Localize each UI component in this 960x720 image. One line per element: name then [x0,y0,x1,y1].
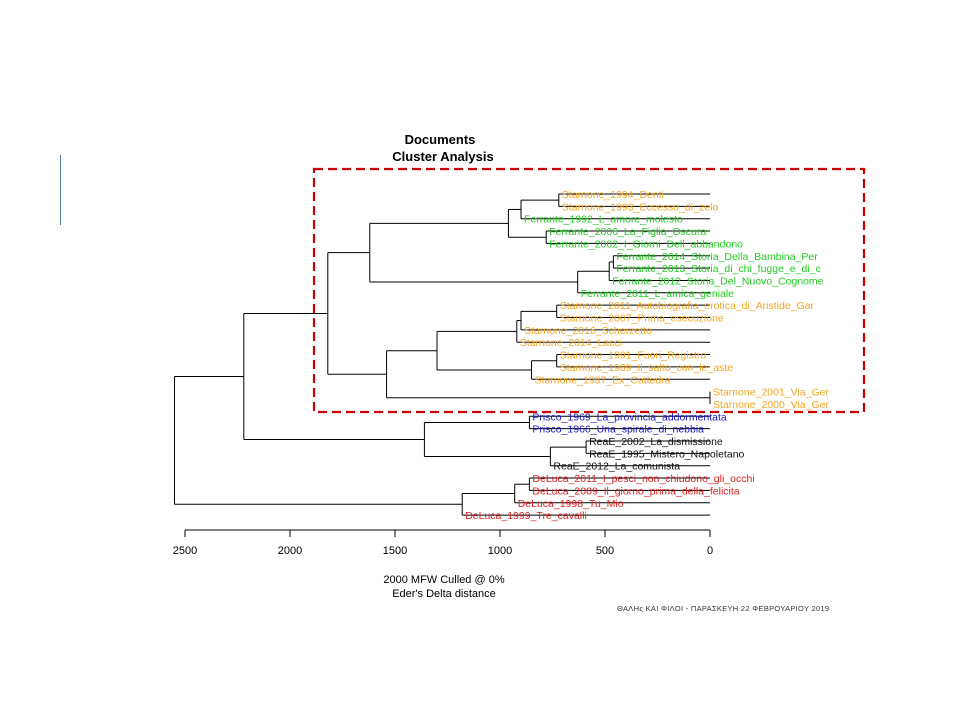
leaf-label: Ferrante_2006_La_Figlia_Oscura [549,226,706,238]
chart-subtitle: Cluster Analysis [392,149,493,164]
footer-text: ΘΑΛΗς ΚΑΙ ΦΙΛΟΙ - ΠΑΡΑΣΚΕΥΗ 22 ΦΕΒΡΟΥΑΡΙ… [617,604,830,613]
axis-tick-label: 0 [707,545,713,557]
leaf-label: Prisco_1966_Una_spirale_di_nebbia [532,424,704,436]
leaf-label: Starnone_1987_Ex_Cattedra [535,374,671,386]
x-axis: 2500 2000 1500 1000 500 0 [173,529,713,557]
x-axis-label: 2000 MFW Culled @ 0% [383,574,504,586]
leaf-label: Starnone_1994_Denti [562,189,664,201]
leaf-label: Starnone_2011_Autobiografia_erotica_di_A… [560,300,815,312]
leaf-label: Starnone_1991_Fuori_Registro [560,350,707,362]
axis-tick-label: 2000 [278,545,302,557]
leaf-label: Starnone_1989_Il_salto_con_le_aste [560,362,734,374]
leaf-label: Starnone_2007_Prima_esecuzione [560,313,724,325]
leaf-label: Starnone_1993_Eccesso_di_zelo [562,201,719,213]
leaf-label: Prisco_1969_La_provincia_addormentata [532,411,727,423]
chart-title: Documents [405,132,476,147]
leaf-label: DeLuca_2011_I_pesci_non_chiudono_gli_occ… [532,473,754,485]
leaf-label: ReaE_2012_La_comunista [553,461,680,473]
leaf-label: DeLuca_1998_Tu_Mio [518,498,624,510]
leaf-label: Starnone_2001_Via_Ger [713,387,829,399]
leaf-label: Ferrante_2011_L_amica_geniale [581,288,734,300]
leaf-label: DeLuca_2009_Il_giorno_prima_della_felici… [532,485,739,497]
leaf-label: Ferrante_2012_Storia_Del_Nuovo_Cognome [612,275,823,287]
axis-tick-label: 2500 [173,545,197,557]
leaf-label: Starnone_2014_Lacci [520,337,622,349]
axis-tick-label: 1500 [383,545,407,557]
axis-tick-label: 1000 [488,545,512,557]
leaf-label: Ferrante_1992_L_amore_molesto [524,214,683,226]
leaf-labels: Starnone_1994_DentiStarnone_1993_Eccesso… [465,189,829,522]
x-axis-sublabel: Eder's Delta distance [392,588,496,600]
dendrogram-tree [174,193,711,516]
leaf-label: Ferrante_2013_Storia_di_chi_fugge_e_di_c [616,263,820,275]
slide-accent-line [60,155,61,225]
leaf-label: Ferrante_2014_Storia_Della_Bambina_Per [616,251,818,263]
leaf-label: Starnone_2016_Scherzetto [524,325,652,337]
leaf-label: ReaE_1995_Mistero_Napoletano [589,448,744,460]
leaf-label: Ferrante_2002_I_Giorni_Dell_abbandono [549,238,743,250]
leaf-label: ReaE_2002_La_dismissione [589,436,723,448]
axis-tick-label: 500 [596,545,614,557]
leaf-label: Starnone_2000_Via_Ger [713,399,829,411]
highlight-box [312,167,866,414]
leaf-label: DeLuca_1999_Tre_cavalli [465,510,587,522]
